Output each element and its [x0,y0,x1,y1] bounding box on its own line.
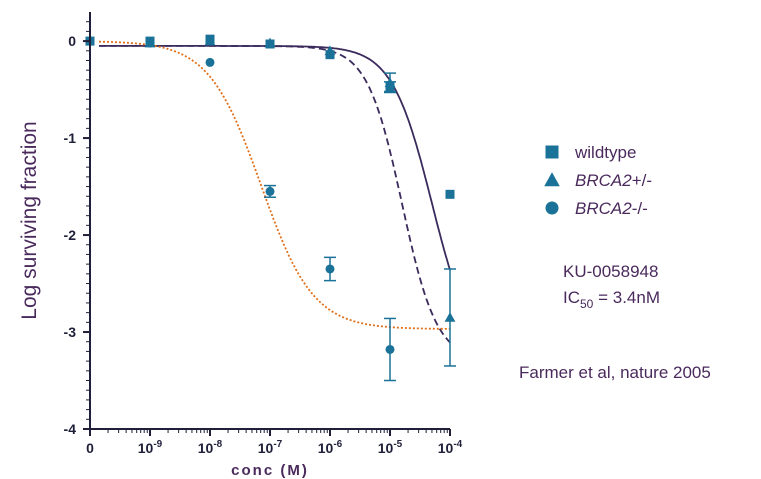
data-point-square [445,189,455,199]
data-point-triangle [384,77,396,88]
legend-label: wildtype [574,143,636,162]
x-tick-label: 10-7 [258,439,283,456]
x-tick-label: 10-6 [318,439,343,456]
data-point-circle [265,186,275,196]
data-point-triangle [324,45,336,56]
compound-label: KU-0058948 [563,262,658,281]
data-points [85,34,456,382]
legend-label: BRCA2-/- [575,199,648,218]
y-tick-label: -2 [64,227,77,243]
x-tick-label: 10-9 [138,439,163,456]
legend-marker-triangle [544,172,560,187]
y-axis-title: Log surviving fraction [18,121,41,319]
data-point-circle [385,344,395,354]
ic50-label: IC50 = 3.4nM [563,288,660,311]
data-point-triangle [204,35,216,46]
legend-marker-square [545,145,559,159]
legend: wildtype BRCA2+/- BRCA2-/- [544,143,652,218]
y-tick-label: 0 [68,33,76,49]
y-tick-label: -1 [64,130,77,146]
fit-curve-circle [99,40,450,330]
fit-curves [99,40,451,344]
x-tick-label: 10-5 [378,439,403,456]
x-tick-label: 10-8 [198,439,223,456]
y-tick-label: -3 [64,324,77,340]
annotations: KU-0058948 IC50 = 3.4nM Farmer et al, natu… [519,262,711,382]
fit-curve-triangle [99,45,451,344]
legend-marker-circle [545,201,559,215]
fit-curve-square [99,45,451,271]
y-tick-label: -4 [64,421,77,437]
data-point-circle [145,38,155,48]
x-tick-label: 10-4 [438,439,463,456]
data-point-circle [205,57,215,67]
citation-label: Farmer et al, nature 2005 [519,363,711,382]
data-point-triangle [444,312,456,322]
data-point-triangle [264,37,276,48]
axes: 0 -1 -2 -3 -4 0 10-9 10-8 10-7 10-6 10-5 10-4 conc (… [18,12,463,479]
data-point-circle [325,264,335,274]
x-axis-title: conc (M) [231,462,309,479]
x-tick-label: 0 [86,440,94,456]
legend-label: BRCA2+/- [575,171,652,190]
